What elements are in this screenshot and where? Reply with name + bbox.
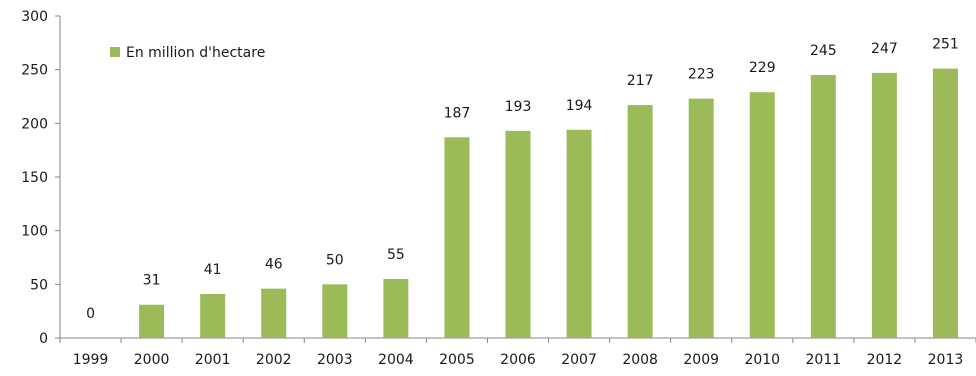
x-tick-label: 2012 bbox=[867, 352, 903, 368]
data-label: 55 bbox=[387, 247, 405, 263]
y-tick-label: 250 bbox=[21, 63, 48, 79]
data-label: 223 bbox=[688, 67, 715, 83]
y-axis: 0 50 100 150 200 250 300 bbox=[21, 9, 61, 347]
x-tick-label: 2008 bbox=[622, 352, 658, 368]
data-labels: 0 31 41 46 50 55 187 193 194 217 223 229 245 247 251 bbox=[86, 37, 959, 322]
x-tick-label: 2009 bbox=[683, 352, 719, 368]
data-label: 0 bbox=[86, 306, 95, 322]
bar bbox=[200, 293, 226, 338]
data-label: 31 bbox=[143, 273, 161, 289]
data-label: 247 bbox=[871, 41, 898, 57]
x-tick-label: 2002 bbox=[256, 352, 292, 368]
x-tick-label: 1999 bbox=[73, 352, 109, 368]
legend-swatch bbox=[110, 47, 120, 57]
data-label: 193 bbox=[505, 99, 532, 115]
x-tick-label: 2006 bbox=[500, 352, 536, 368]
bar bbox=[566, 129, 592, 338]
bar bbox=[871, 72, 897, 339]
data-label: 194 bbox=[566, 98, 593, 114]
data-label: 251 bbox=[932, 37, 959, 53]
x-tick-label: 2003 bbox=[317, 352, 353, 368]
y-tick-label: 100 bbox=[21, 224, 48, 240]
x-tick-label: 2004 bbox=[378, 352, 414, 368]
bar bbox=[505, 130, 531, 338]
bar bbox=[261, 288, 287, 338]
x-axis: 1999 2000 2001 2002 2003 2004 2005 2006 2007 2008… bbox=[59, 337, 976, 368]
legend-label: En million d'hectare bbox=[126, 45, 265, 61]
data-label: 187 bbox=[444, 105, 471, 121]
data-label: 46 bbox=[265, 257, 283, 273]
y-tick-label: 300 bbox=[21, 9, 48, 25]
bar bbox=[688, 98, 714, 338]
bar bbox=[322, 284, 348, 338]
data-label: 229 bbox=[749, 60, 776, 76]
bar bbox=[749, 92, 775, 338]
legend: En million d'hectare bbox=[110, 45, 265, 61]
data-label: 217 bbox=[627, 73, 654, 89]
bar bbox=[810, 75, 836, 339]
data-label: 41 bbox=[204, 262, 222, 278]
data-label: 50 bbox=[326, 252, 344, 268]
x-tick-label: 2001 bbox=[195, 352, 231, 368]
x-tick-label: 2007 bbox=[561, 352, 597, 368]
x-tick-label: 2000 bbox=[134, 352, 170, 368]
y-tick-label: 0 bbox=[39, 331, 48, 347]
bar-series bbox=[139, 68, 958, 339]
bar bbox=[627, 105, 653, 338]
x-tick-label: 2010 bbox=[744, 352, 780, 368]
y-tick-label: 150 bbox=[21, 170, 48, 186]
y-tick-label: 200 bbox=[21, 116, 48, 132]
bar bbox=[444, 137, 470, 338]
x-tick-label: 2011 bbox=[806, 352, 842, 368]
data-label: 245 bbox=[810, 43, 837, 59]
x-tick-label: 2013 bbox=[928, 352, 964, 368]
x-tick-label: 2005 bbox=[439, 352, 475, 368]
y-tick-label: 50 bbox=[30, 277, 48, 293]
bar bbox=[383, 278, 409, 338]
bar bbox=[932, 68, 958, 339]
bar bbox=[139, 304, 165, 338]
